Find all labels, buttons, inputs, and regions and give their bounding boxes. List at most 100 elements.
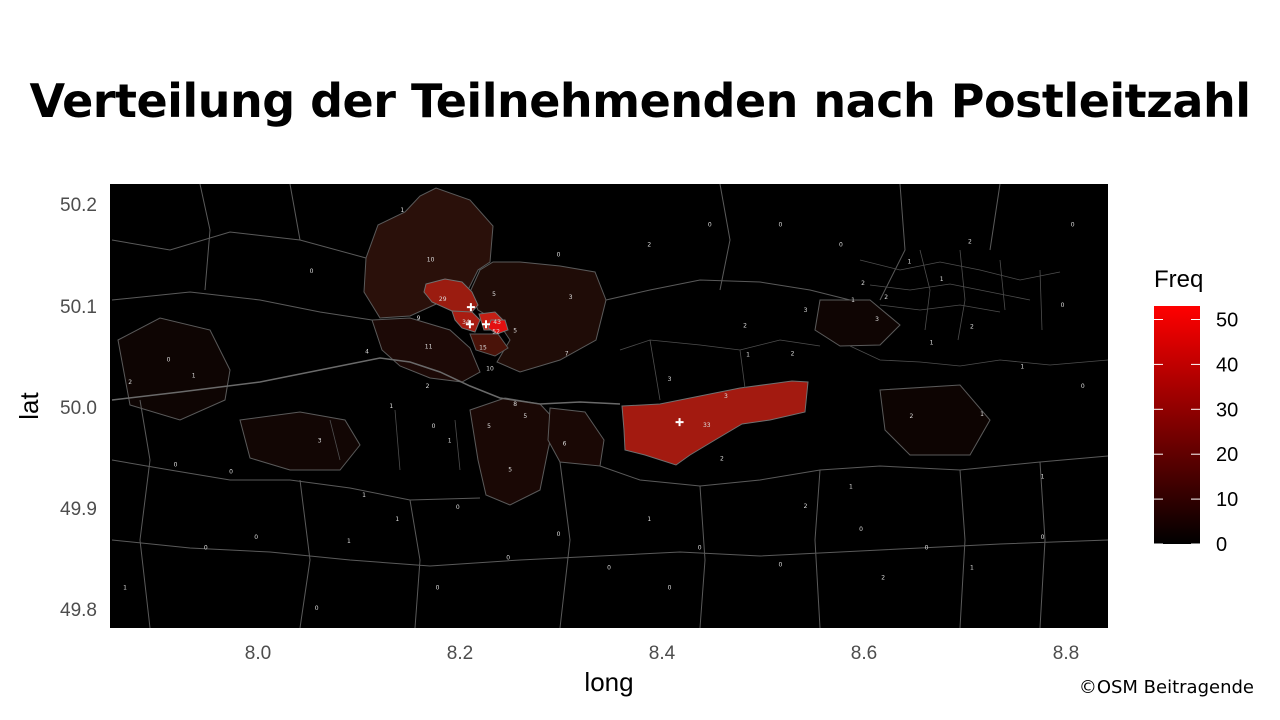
region-label: 1 [907, 259, 911, 266]
region-label: 10 [427, 257, 435, 264]
x-axis-ticks: 8.0 8.2 8.4 8.6 8.8 [245, 643, 1079, 664]
y-tick-label: 49.8 [60, 600, 97, 621]
legend-ticks: 0 10 20 30 40 50 [1154, 310, 1238, 556]
legend-tick-label: 10 [1216, 489, 1238, 511]
region-label: 2 [647, 242, 651, 249]
region-label: 29 [439, 296, 447, 303]
region-label: 2 [881, 575, 885, 582]
legend-tick-label: 40 [1216, 354, 1238, 376]
region-label: 1 [400, 207, 404, 214]
y-axis-title: lat [14, 391, 44, 419]
region-label: 1 [192, 373, 196, 380]
region-label: 1 [851, 297, 855, 304]
region-label: 3 [724, 393, 728, 400]
boundary-line-1 [111, 231, 1108, 487]
region-label: 0 [1061, 302, 1065, 309]
region-label: 2 [791, 351, 795, 358]
region-label: 0 [668, 585, 672, 592]
region-marker [466, 303, 475, 312]
region-label: 9 [417, 315, 421, 322]
region-label: 0 [506, 554, 510, 561]
region-label: 0 [174, 462, 178, 469]
river-line [111, 357, 621, 405]
region-label: 3 [804, 307, 808, 314]
region-label: 1 [1020, 364, 1024, 371]
region-label: 1 [1041, 474, 1045, 481]
region-label: 43 [493, 319, 501, 326]
page-title: Verteilung der Teilnehmenden nach Postle… [29, 74, 1251, 128]
x-tick-label: 8.8 [1053, 643, 1079, 664]
legend-tick-label: 20 [1216, 444, 1238, 466]
x-tick-label: 8.4 [649, 643, 676, 664]
map-layer [111, 184, 1108, 628]
x-axis-title: long [584, 667, 633, 697]
legend: Freq 0 10 20 30 40 50 [1154, 266, 1238, 556]
region-highlight-33 [621, 380, 809, 466]
region-label: 1 [395, 516, 399, 523]
boundary-line-3 [329, 249, 1108, 471]
region-area-farwest [117, 317, 231, 421]
region-label: 5 [487, 423, 491, 430]
region-label: 0 [557, 252, 561, 259]
region-label: 1 [746, 352, 750, 359]
region-label: 0 [1041, 534, 1045, 541]
region-label: 1 [389, 403, 393, 410]
region-label: 2 [970, 323, 974, 330]
region-label: 8 [513, 401, 517, 408]
region-label: 5 [508, 467, 512, 474]
region-label: 1 [362, 492, 366, 499]
region-label: 3 [569, 294, 573, 301]
region-label: 1 [849, 484, 853, 491]
region-label: 1 [980, 411, 984, 418]
region-area-east [814, 299, 901, 347]
region-label: 0 [839, 242, 843, 249]
region-area-west [371, 317, 481, 383]
region-label: 0 [778, 561, 782, 568]
region-label: 0 [254, 534, 258, 541]
legend-title: Freq [1154, 266, 1203, 293]
region-label: 6 [563, 440, 567, 447]
region-label: 10 [486, 366, 494, 373]
region-label: 15 [479, 345, 487, 352]
region-label: 0 [557, 531, 561, 538]
region-label: 0 [708, 221, 712, 228]
region-label: 52 [492, 328, 500, 335]
region-label: 0 [167, 357, 171, 364]
region-label: 2 [743, 322, 747, 329]
region-highlight-34 [451, 310, 481, 333]
region-label: 33 [703, 422, 711, 429]
region-label: 0 [229, 469, 233, 476]
legend-tick-label: 0 [1216, 534, 1227, 556]
region-highlight-52 [487, 319, 509, 335]
region-label: 0 [1071, 221, 1075, 228]
region-label: 0 [778, 221, 782, 228]
region-label: 0 [698, 544, 702, 551]
region-label: 1 [930, 339, 934, 346]
region-marker [675, 418, 684, 427]
region-label: 5 [523, 413, 527, 420]
region-label: 2 [968, 239, 972, 246]
x-tick-label: 8.0 [245, 643, 271, 664]
legend-tick-label: 30 [1216, 399, 1238, 421]
region-label: 3 [668, 376, 672, 383]
region-label: 0 [436, 585, 440, 592]
region-label: 2 [426, 383, 430, 390]
attribution-text: ©OSM Beitragende [1078, 677, 1254, 698]
region-area-eastsouth [879, 384, 991, 456]
legend-tick-label: 50 [1216, 310, 1238, 332]
y-tick-label: 50.2 [60, 195, 97, 216]
region-label: 0 [925, 544, 929, 551]
y-tick-label: 49.9 [60, 499, 97, 520]
region-label: 2 [884, 294, 888, 301]
region-label: 1 [970, 565, 974, 572]
region-label: 2 [804, 503, 808, 510]
region-label: 0 [607, 565, 611, 572]
region-label: 0 [1081, 383, 1085, 390]
region-label: 2 [720, 456, 724, 463]
x-tick-label: 8.6 [851, 643, 877, 664]
region-label: 11 [425, 344, 433, 351]
y-axis-ticks: 49.8 49.9 50.0 50.1 50.2 [60, 195, 97, 621]
region-label: 0 [204, 544, 208, 551]
